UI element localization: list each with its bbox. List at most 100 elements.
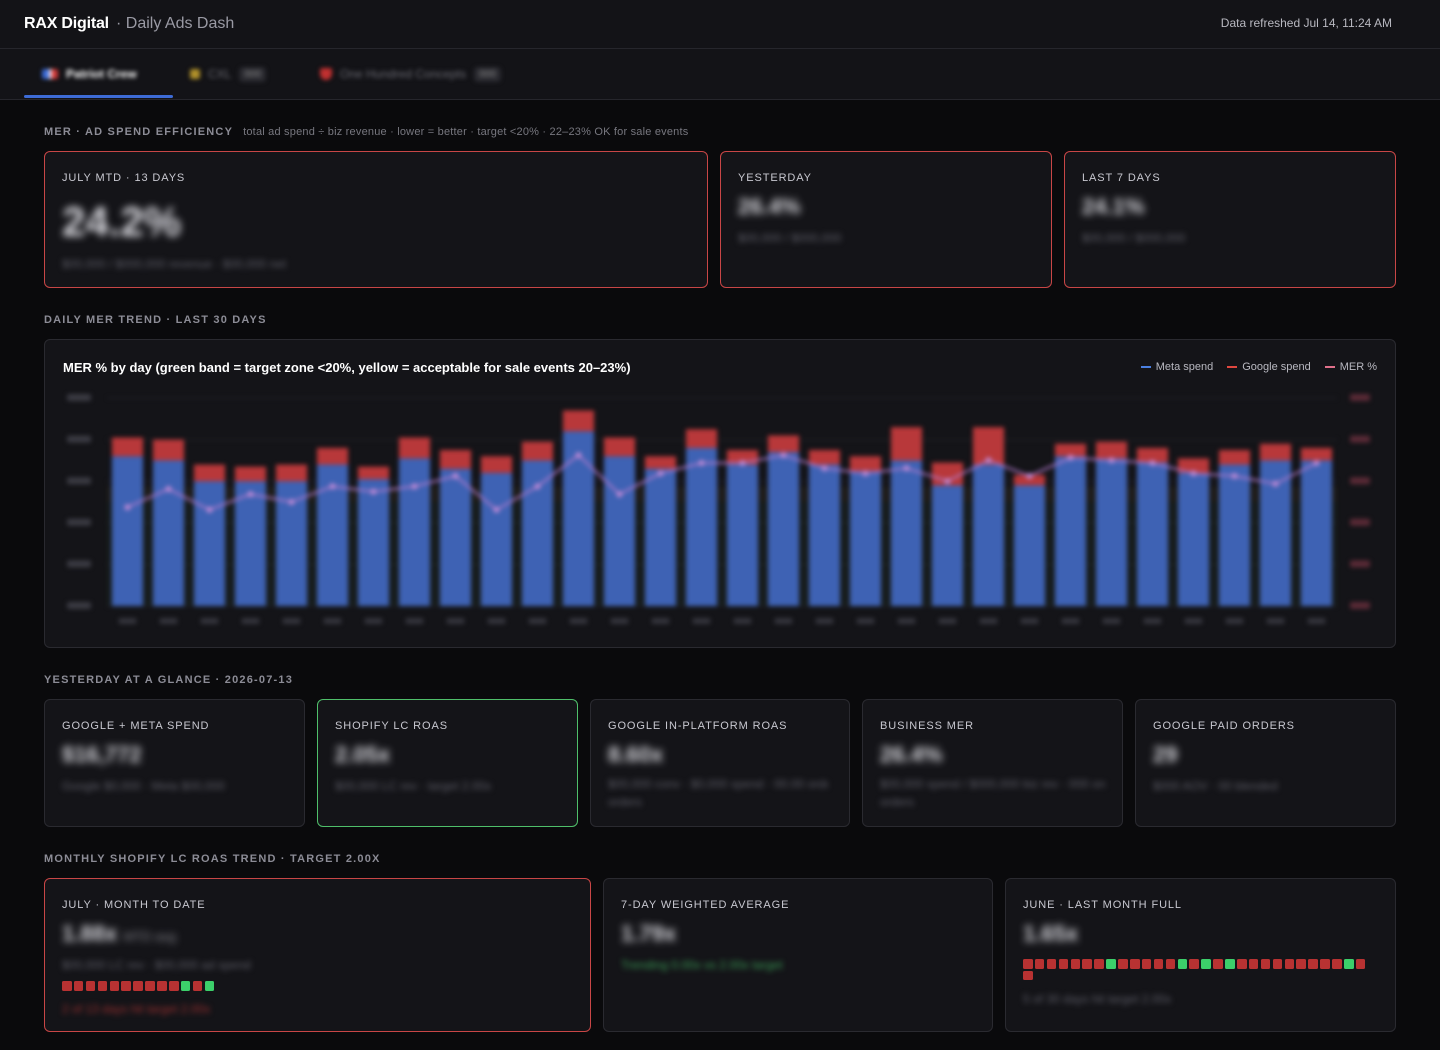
- bar-google-spend: [685, 429, 718, 448]
- legend-item-meta-spend[interactable]: Meta spend: [1140, 361, 1214, 373]
- bar-meta-spend: [1013, 485, 1046, 606]
- tab-label: Patriot Crew: [66, 67, 137, 81]
- day-target-square: [169, 981, 179, 991]
- tab-cxl[interactable]: CXL 000: [190, 49, 267, 99]
- bar-meta-spend: [193, 481, 226, 606]
- day-target-square: [1237, 959, 1247, 969]
- monthly-card-june-full: JUNE · LAST MONTH FULL 1.65x 5 of 30 day…: [1005, 878, 1396, 1032]
- card-subtext: $000 AOV · 00 blended: [1153, 779, 1278, 793]
- mer-point: [124, 504, 131, 511]
- glance-card-google-orders: GOOGLE PAID ORDERS 29 $000 AOV · 00 blen…: [1135, 699, 1396, 827]
- bar-google-spend: [767, 435, 800, 453]
- mer-point: [903, 465, 910, 472]
- day-target-square: [1130, 959, 1140, 969]
- bar-google-spend: [521, 441, 554, 461]
- day-target-square: [1094, 959, 1104, 969]
- june-daily-target-squares: [1023, 959, 1375, 981]
- y-tick-label-left: [67, 394, 91, 401]
- bar-meta-spend: [890, 460, 923, 606]
- roas-value-note: MTD avg: [123, 929, 176, 944]
- mer-card-yesterday: YESTERDAY 26.4% $00,000 / $000,000: [720, 151, 1052, 288]
- day-target-square: [1106, 959, 1116, 969]
- legend-item-google-spend[interactable]: Google spend: [1227, 361, 1311, 373]
- tab-label: One Hundred Concepts: [340, 67, 467, 81]
- day-target-square: [62, 981, 72, 991]
- card-subtext: $00,000 LC rev · target 2.00x: [335, 779, 492, 793]
- day-target-square: [1201, 959, 1211, 969]
- bar-meta-spend: [234, 481, 267, 606]
- x-tick-label: [651, 618, 670, 624]
- day-target-square: [1344, 959, 1354, 969]
- bar-google-spend: [808, 450, 841, 465]
- card-label: YESTERDAY: [738, 172, 812, 184]
- day-target-square: [157, 981, 167, 991]
- card-value: 26.4%: [738, 194, 801, 219]
- bar-meta-spend: [685, 447, 718, 606]
- x-tick-label: [856, 618, 875, 624]
- card-label: 7-DAY WEIGHTED AVERAGE: [621, 899, 790, 911]
- y-tick-label-right: [1350, 394, 1370, 401]
- trend-section-title: DAILY MER TREND · LAST 30 DAYS: [44, 314, 267, 326]
- legend-swatch: [1324, 366, 1335, 368]
- heart-icon: [320, 68, 332, 80]
- mer-point: [206, 506, 213, 513]
- mer-point: [493, 506, 500, 513]
- account-tabs: Patriot Crew CXL 000 One Hundred Concept…: [0, 49, 1440, 100]
- legend-label: Google spend: [1242, 361, 1311, 373]
- top-bar: RAX Digital · Daily Ads Dash Data refres…: [0, 0, 1440, 49]
- bar-meta-spend: [767, 452, 800, 606]
- glance-card-google-roas: GOOGLE IN-PLATFORM ROAS 8.60x $00,000 co…: [590, 699, 850, 827]
- card-subtext-line2: orders: [608, 795, 643, 809]
- day-target-square: [1225, 959, 1235, 969]
- card-label: JUNE · LAST MONTH FULL: [1023, 899, 1182, 911]
- bar-meta-spend: [1136, 462, 1169, 606]
- chart-legend: Meta spend Google spend MER %: [1140, 361, 1377, 373]
- card-label: GOOGLE + META SPEND: [62, 720, 210, 732]
- day-target-square: [1165, 959, 1176, 969]
- tab-one-hundred-concepts[interactable]: One Hundred Concepts 000: [320, 49, 501, 99]
- card-label: LAST 7 DAYS: [1082, 172, 1161, 184]
- bar-google-spend: [890, 427, 923, 461]
- bar-google-spend: [1177, 458, 1210, 473]
- mer-card-july-mtd: JULY MTD · 13 DAYS 24.2% $00,000 / $000,…: [44, 151, 708, 288]
- x-tick-label: [1307, 618, 1326, 624]
- card-subtext: $00,000 LC rev · $00,000 ad spend: [62, 958, 251, 972]
- card-value: 1.79x: [621, 921, 677, 946]
- bar-google-spend: [357, 466, 390, 480]
- mer-point: [288, 499, 295, 505]
- bar-meta-spend: [152, 460, 185, 606]
- card-value: 1.88x MTD avg: [62, 921, 176, 947]
- x-tick-label: [897, 618, 916, 624]
- legend-swatch: [1227, 366, 1238, 368]
- bar-meta-spend: [931, 485, 964, 606]
- bar-google-spend: [562, 410, 595, 432]
- mer-point: [452, 473, 459, 479]
- bar-meta-spend: [808, 464, 841, 606]
- roas-value: 1.88x: [62, 921, 118, 946]
- x-tick-label: [938, 618, 957, 624]
- x-tick-label: [241, 618, 260, 624]
- day-target-square: [1023, 970, 1033, 981]
- legend-swatch: [1140, 366, 1151, 368]
- mer-point: [985, 457, 992, 464]
- tab-label: CXL: [208, 67, 232, 81]
- day-target-square: [1320, 959, 1330, 969]
- mer-point: [1108, 457, 1115, 464]
- x-tick-label: [1061, 618, 1080, 624]
- data-refreshed-timestamp: Data refreshed Jul 14, 11:24 AM: [1220, 16, 1392, 30]
- y-tick-label-right: [1350, 477, 1370, 485]
- mer-point: [534, 483, 541, 490]
- legend-item-mer-percent[interactable]: MER %: [1324, 361, 1377, 373]
- bar-google-spend: [316, 447, 349, 465]
- card-label: JULY · MONTH TO DATE: [62, 899, 206, 911]
- tab-count-badge: 000: [239, 66, 267, 82]
- legend-label: Meta spend: [1155, 361, 1214, 373]
- card-value: 24.2%: [62, 198, 182, 245]
- bar-google-spend: [234, 466, 267, 482]
- day-target-square: [145, 981, 155, 991]
- x-tick-label: [118, 618, 137, 624]
- bar-google-spend: [1054, 443, 1087, 457]
- tab-patriot-crew[interactable]: Patriot Crew: [42, 49, 137, 99]
- bar-meta-spend: [603, 456, 636, 606]
- bar-meta-spend: [726, 464, 759, 606]
